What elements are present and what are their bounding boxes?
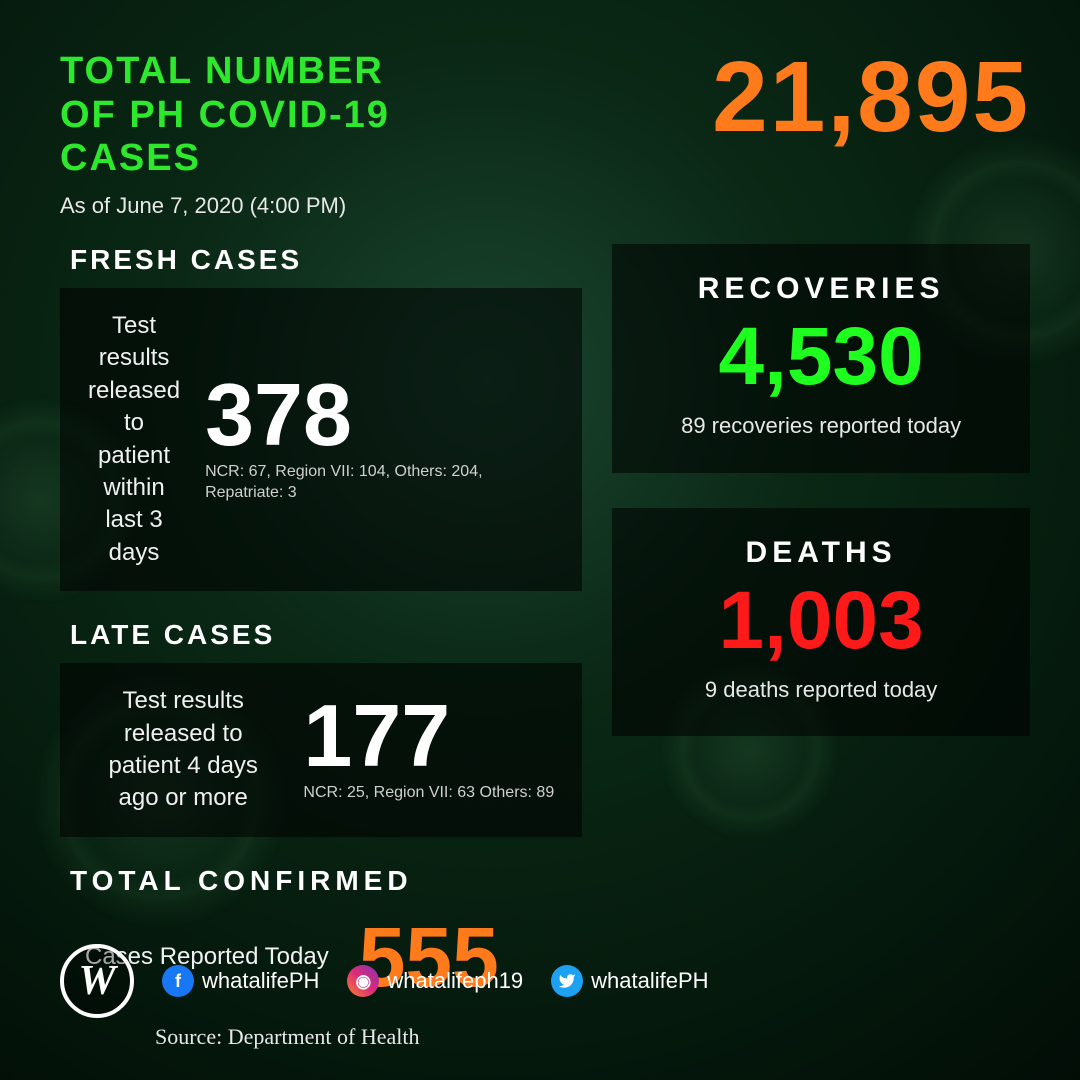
late-cases-value: 177 xyxy=(303,696,554,775)
title-line: CASES xyxy=(60,137,201,179)
deaths-sub: 9 deaths reported today xyxy=(632,676,1010,705)
right-column: RECOVERIES 4,530 89 recoveries reported … xyxy=(612,244,1030,1006)
date-line: As of June 7, 2020 (4:00 PM) xyxy=(60,193,712,219)
fresh-cases-label: FRESH CASES xyxy=(70,244,582,276)
recoveries-sub: 89 recoveries reported today xyxy=(632,412,1010,441)
main-title: TOTAL NUMBER OF PH COVID-19 CASES xyxy=(60,50,712,181)
recoveries-value: 4,530 xyxy=(632,316,1010,398)
fresh-cases-desc: Test results released to patient within … xyxy=(88,310,180,569)
twitter-icon xyxy=(551,965,583,997)
fresh-cases-box: Test results released to patient within … xyxy=(60,288,582,591)
instagram-icon: ◉ xyxy=(347,965,379,997)
total-cases-number: 21,895 xyxy=(712,40,1030,155)
brand-logo: W xyxy=(60,944,134,1018)
twitter-text: whatalifePH xyxy=(591,968,708,994)
facebook-handle: f whatalifePH xyxy=(162,965,319,997)
fresh-cases-stats: 378 NCR: 67, Region VII: 104, Others: 20… xyxy=(205,375,554,504)
facebook-text: whatalifePH xyxy=(202,968,319,994)
title-block: TOTAL NUMBER OF PH COVID-19 CASES As of … xyxy=(60,50,712,219)
infographic-container: TOTAL NUMBER OF PH COVID-19 CASES As of … xyxy=(0,0,1080,1080)
deaths-label: DEATHS xyxy=(632,536,1010,570)
recoveries-label: RECOVERIES xyxy=(632,272,1010,306)
facebook-icon: f xyxy=(162,965,194,997)
left-column: FRESH CASES Test results released to pat… xyxy=(60,244,582,1006)
recoveries-box: RECOVERIES 4,530 89 recoveries reported … xyxy=(612,244,1030,473)
source-line: Source: Department of Health xyxy=(155,1024,1030,1050)
footer: W f whatalifePH ◉ whatalifeph19 whatalif… xyxy=(60,944,1030,1050)
fresh-cases-breakdown: NCR: 67, Region VII: 104, Others: 204, R… xyxy=(205,462,554,504)
twitter-handle: whatalifePH xyxy=(551,965,708,997)
instagram-text: whatalifeph19 xyxy=(387,968,523,994)
title-line: OF PH COVID-19 xyxy=(60,94,390,136)
fresh-cases-value: 378 xyxy=(205,375,554,454)
total-confirmed-label: TOTAL CONFIRMED xyxy=(70,865,582,897)
late-cases-label: LATE CASES xyxy=(70,619,582,651)
late-cases-stats: 177 NCR: 25, Region VII: 63 Others: 89 xyxy=(303,696,554,804)
late-cases-desc: Test results released to patient 4 days … xyxy=(88,685,278,815)
header-row: TOTAL NUMBER OF PH COVID-19 CASES As of … xyxy=(60,50,1030,219)
socials-row: W f whatalifePH ◉ whatalifeph19 whatalif… xyxy=(60,944,1030,1018)
late-cases-breakdown: NCR: 25, Region VII: 63 Others: 89 xyxy=(303,783,554,804)
deaths-box: DEATHS 1,003 9 deaths reported today xyxy=(612,508,1030,737)
main-grid: FRESH CASES Test results released to pat… xyxy=(60,244,1030,1006)
late-cases-box: Test results released to patient 4 days … xyxy=(60,663,582,837)
deaths-value: 1,003 xyxy=(632,580,1010,662)
title-line: TOTAL NUMBER xyxy=(60,50,384,92)
instagram-handle: ◉ whatalifeph19 xyxy=(347,965,523,997)
